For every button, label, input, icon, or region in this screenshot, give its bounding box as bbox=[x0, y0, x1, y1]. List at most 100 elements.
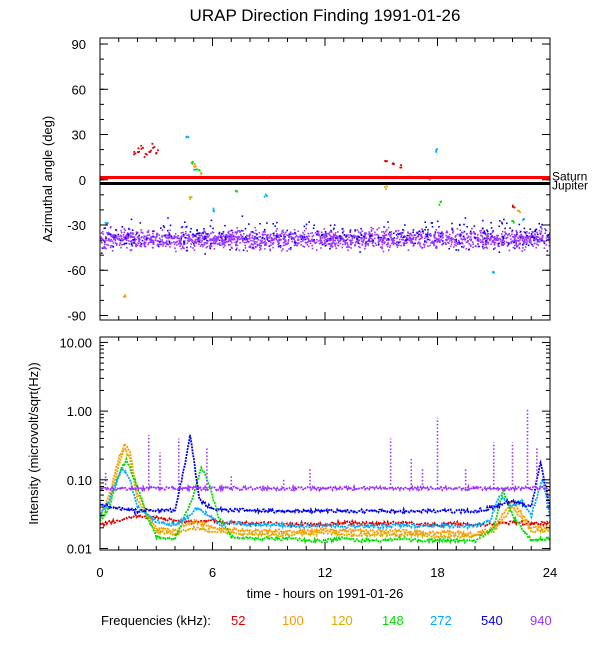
azimuth-point bbox=[186, 237, 188, 239]
azimuth-point bbox=[244, 247, 247, 249]
azimuth-point bbox=[486, 233, 489, 235]
azimuth-point bbox=[395, 234, 398, 236]
azimuth-point bbox=[187, 136, 190, 138]
azimuth-point bbox=[253, 247, 255, 250]
legend-entry-148: 148 bbox=[382, 613, 404, 628]
intensity-line bbox=[100, 456, 550, 545]
azimuth-point bbox=[487, 238, 490, 240]
azimuth-point bbox=[412, 236, 415, 239]
azimuth-point bbox=[224, 240, 226, 243]
azimuth-point bbox=[522, 240, 525, 243]
azimuth-point bbox=[143, 243, 146, 246]
azimuth-point bbox=[408, 239, 411, 241]
azimuth-point bbox=[178, 239, 180, 242]
azimuth-point bbox=[156, 244, 159, 247]
azimuth-point bbox=[231, 247, 233, 249]
azimuth-point bbox=[279, 245, 282, 247]
azimuth-point bbox=[218, 231, 221, 234]
azimuth-point bbox=[160, 227, 162, 229]
azimuth-point bbox=[236, 236, 238, 239]
azimuth-point bbox=[514, 244, 516, 247]
azimuth-point bbox=[509, 235, 512, 237]
azimuth-point bbox=[303, 246, 306, 248]
azimuth-point bbox=[511, 236, 514, 238]
azimuth-point bbox=[108, 233, 111, 235]
azimuth-point bbox=[385, 188, 387, 190]
azimuth-point bbox=[399, 241, 402, 243]
azimuth-point bbox=[362, 241, 364, 243]
azimuth-point bbox=[515, 235, 517, 237]
azimuth-point bbox=[507, 243, 510, 245]
azimuth-point bbox=[515, 243, 517, 245]
azimuth-point bbox=[377, 236, 380, 239]
azimuth-point bbox=[261, 242, 263, 244]
azimuth-point bbox=[320, 240, 322, 242]
azimuth-point bbox=[253, 241, 256, 243]
azimuth-point bbox=[448, 236, 451, 239]
azimuth-point bbox=[161, 229, 164, 231]
azimuth-point bbox=[238, 249, 241, 252]
x-tick-label: 24 bbox=[543, 565, 557, 580]
azimuth-point bbox=[137, 147, 140, 150]
azimuth-point bbox=[396, 243, 398, 246]
azimuth-point bbox=[449, 238, 451, 240]
azimuth-point bbox=[442, 237, 444, 239]
azimuth-point bbox=[150, 149, 152, 152]
azimuth-point bbox=[112, 234, 115, 237]
azimuth-point bbox=[146, 238, 148, 240]
azimuth-point bbox=[523, 231, 525, 233]
azimuth-point bbox=[533, 237, 536, 239]
azimuth-point bbox=[394, 230, 397, 233]
azimuth-point bbox=[282, 237, 285, 240]
azimuth-point bbox=[203, 228, 205, 230]
azimuth-point bbox=[517, 237, 519, 239]
azimuth-point bbox=[367, 244, 369, 246]
azimuth-point bbox=[455, 242, 457, 244]
azimuth-point bbox=[166, 242, 169, 245]
azimuth-point bbox=[442, 240, 444, 242]
azimuth-point bbox=[432, 242, 434, 245]
azimuth-point bbox=[327, 239, 329, 242]
azimuth-point bbox=[311, 232, 313, 234]
azimuth-point bbox=[479, 230, 481, 232]
azimuth-point bbox=[173, 243, 176, 246]
azimuth-point bbox=[312, 240, 314, 242]
azimuth-point bbox=[212, 237, 215, 240]
azimuth-point bbox=[103, 227, 106, 230]
azimuth-point bbox=[120, 235, 122, 237]
azimuth-point bbox=[375, 233, 378, 236]
azimuth-point bbox=[414, 239, 417, 241]
azimuth-point bbox=[190, 161, 193, 164]
azimuth-point bbox=[213, 237, 216, 240]
azimuth-point bbox=[161, 236, 163, 238]
azimuth-point bbox=[450, 238, 453, 240]
azimuth-point bbox=[148, 150, 151, 153]
azimuth-point bbox=[283, 241, 285, 244]
azimuth-point bbox=[283, 237, 286, 240]
azimuth-point bbox=[308, 240, 310, 242]
azimuth-point bbox=[384, 241, 386, 243]
azimuth-point bbox=[332, 239, 334, 242]
azimuth-point bbox=[222, 243, 224, 245]
azimuth-point bbox=[419, 245, 422, 248]
azimuth-point bbox=[237, 230, 239, 232]
azimuth-point bbox=[492, 271, 494, 274]
azimuth-point bbox=[131, 236, 134, 238]
azimuth-point bbox=[193, 165, 195, 168]
azimuth-point bbox=[507, 233, 510, 236]
azimuth-point bbox=[394, 242, 397, 245]
azimuth-point bbox=[342, 230, 345, 232]
azimuth-point bbox=[252, 244, 254, 246]
azimuth-point bbox=[161, 241, 164, 243]
azimuth-point bbox=[527, 244, 530, 247]
azimuth-point bbox=[254, 236, 256, 238]
azimuth-point bbox=[482, 219, 484, 222]
azimuth-point bbox=[215, 240, 217, 243]
azimuth-point bbox=[178, 237, 180, 240]
azimuth-point bbox=[339, 235, 341, 237]
azimuth-point bbox=[525, 243, 528, 246]
azimuth-point bbox=[413, 244, 415, 246]
azimuth-point bbox=[515, 230, 517, 232]
azimuth-point bbox=[211, 242, 213, 245]
azimuth-point bbox=[354, 235, 357, 237]
